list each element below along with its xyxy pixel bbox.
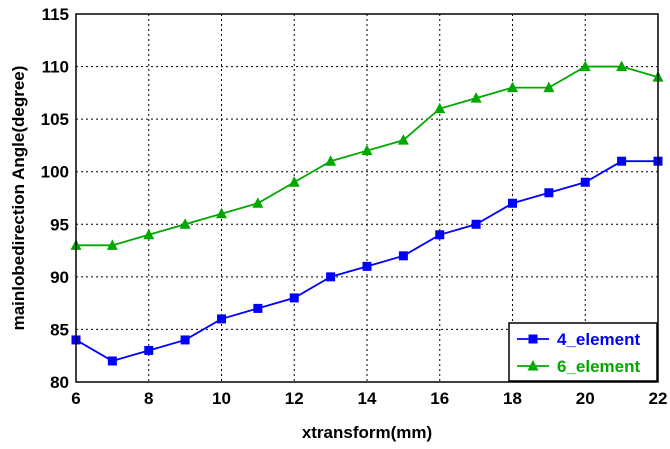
data-point — [326, 272, 336, 282]
data-point — [579, 60, 591, 72]
data-point — [544, 188, 554, 198]
data-point — [617, 156, 627, 166]
series-4_element — [71, 156, 663, 366]
data-point — [471, 219, 481, 229]
legend-marker — [527, 360, 539, 371]
series-layer — [70, 60, 664, 366]
data-point — [325, 155, 337, 166]
data-point — [361, 144, 373, 156]
y-tick-label: 110 — [42, 58, 69, 77]
series-6_element — [70, 60, 664, 250]
data-point — [508, 198, 517, 208]
data-point — [143, 228, 155, 240]
plot-frame — [75, 13, 659, 383]
x-tick-label: 12 — [285, 389, 304, 408]
legend-label: 4_element — [557, 330, 640, 349]
x-tick-label: 14 — [358, 389, 377, 408]
data-point — [434, 102, 446, 114]
x-tick-label: 8 — [144, 389, 153, 408]
data-point — [253, 303, 263, 313]
legend-item: 6_element — [517, 357, 640, 376]
legend-item: 4_element — [517, 330, 640, 349]
y-tick-label: 85 — [50, 320, 69, 339]
x-tick-label: 18 — [503, 389, 522, 408]
data-point — [543, 81, 555, 93]
legend: 4_element 6_element — [508, 322, 658, 382]
data-point — [107, 356, 117, 366]
data-point — [507, 81, 518, 93]
data-point — [362, 261, 372, 271]
tick-labels: 6 8 10 12 14 16 18 20 22 80 85 90 95 100 105 110 115 — [41, 5, 668, 408]
data-point — [252, 197, 264, 208]
y-tick-label: 90 — [50, 268, 69, 287]
x-axis-label: xtransform(mm) — [302, 423, 432, 442]
data-point — [398, 251, 408, 261]
legend-marker — [528, 334, 538, 344]
data-point — [470, 92, 482, 103]
data-point — [144, 345, 154, 355]
data-point — [580, 177, 590, 187]
data-point — [288, 176, 300, 187]
y-tick-label: 80 — [50, 373, 69, 392]
legend-label: 6_element — [557, 357, 640, 376]
x-tick-label: 10 — [212, 389, 231, 408]
x-tick-label: 20 — [576, 389, 595, 408]
x-tick-label: 16 — [430, 389, 449, 408]
data-point — [106, 239, 118, 250]
data-point — [217, 314, 226, 324]
data-point — [216, 207, 227, 219]
data-point — [180, 335, 190, 345]
y-axis-label: mainlobedirection Angle(degree) — [9, 66, 28, 331]
y-tick-label: 115 — [42, 5, 69, 24]
legend-box — [508, 322, 658, 382]
data-point — [289, 293, 299, 303]
x-tick-label: 22 — [649, 389, 668, 408]
legend-items: 4_element 6_element — [517, 330, 640, 376]
data-point — [179, 218, 191, 229]
x-tick-label: 6 — [71, 389, 80, 408]
y-tick-label: 95 — [50, 215, 69, 234]
data-point — [616, 60, 628, 72]
data-point — [435, 230, 445, 240]
y-tick-label: 105 — [41, 110, 69, 129]
y-tick-label: 100 — [41, 163, 69, 182]
data-point — [397, 134, 409, 145]
